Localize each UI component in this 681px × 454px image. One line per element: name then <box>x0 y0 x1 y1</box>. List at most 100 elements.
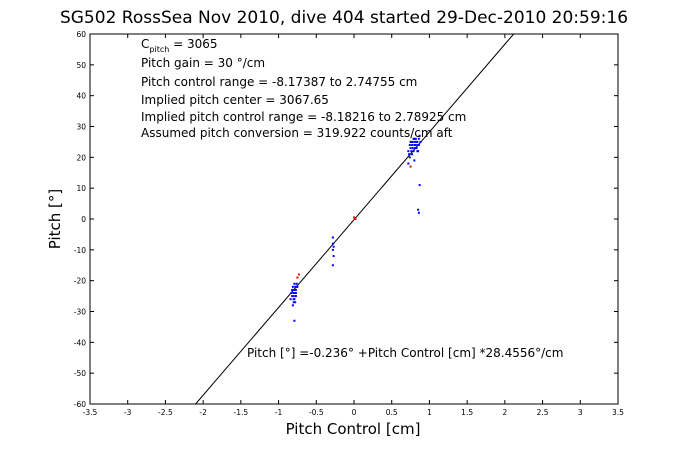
data-point <box>295 282 298 285</box>
x-tick-label: 1 <box>427 408 432 417</box>
data-point <box>331 242 334 245</box>
data-point <box>414 137 417 140</box>
annotation-block: Cpitch = 3065 Pitch gain = 30 °/cm Pitch… <box>141 37 466 140</box>
annotation-gain: Pitch gain = 30 °/cm <box>141 56 265 70</box>
data-point <box>331 236 334 239</box>
axis-tick-labels: -3.5 -3 -2.5 -2 -1.5 -1 -0.5 0 0.5 1 1.5 2 2.5 3 3.5 -6… <box>74 30 624 417</box>
data-point <box>411 144 414 146</box>
x-tick-label: -3.5 <box>83 408 98 417</box>
data-point <box>353 216 355 219</box>
x-tick-label: -2 <box>199 408 207 417</box>
x-tick-label: -0.5 <box>309 408 324 417</box>
data-point <box>289 298 292 301</box>
data-point <box>331 264 334 267</box>
y-tick-label: -10 <box>74 246 86 255</box>
data-point <box>296 276 299 279</box>
data-point <box>409 140 412 143</box>
axis-ticks <box>89 33 619 405</box>
data-point <box>414 144 417 146</box>
data-point <box>407 150 410 153</box>
data-point <box>354 218 357 220</box>
data-point <box>292 298 295 301</box>
annotation-range: Pitch control range = -8.17387 to 2.7475… <box>141 75 417 89</box>
annotation-center: Implied pitch center = 3067.65 <box>141 93 329 107</box>
data-point <box>293 292 296 294</box>
y-tick-label: -50 <box>74 369 86 378</box>
x-tick-label: 3 <box>578 408 583 417</box>
data-point <box>415 147 418 150</box>
y-tick-label: -30 <box>74 308 86 317</box>
data-point <box>410 150 413 153</box>
x-tick-label: -2.5 <box>158 408 173 417</box>
y-tick-label: -20 <box>74 277 86 286</box>
y-tick-label: 50 <box>76 61 86 70</box>
data-point <box>411 147 414 150</box>
data-point <box>418 184 421 187</box>
data-point <box>413 144 416 146</box>
fit-equation: Pitch [°] =-0.236° +Pitch Control [cm] *… <box>247 346 563 360</box>
data-point <box>414 140 417 143</box>
x-tick-label: 1.5 <box>461 408 473 417</box>
data-point <box>411 153 414 156</box>
data-point <box>331 248 334 251</box>
data-point <box>408 144 411 146</box>
data-point <box>332 245 335 248</box>
annotation-conversion: Assumed pitch conversion = 319.922 count… <box>141 126 453 140</box>
data-point <box>409 165 412 168</box>
x-tick-label: 0.5 <box>386 408 398 417</box>
data-point <box>413 159 416 162</box>
data-point <box>419 140 422 143</box>
data-point <box>294 285 297 288</box>
data-point <box>417 150 420 153</box>
x-tick-label: 3.5 <box>612 408 624 417</box>
y-tick-label: 10 <box>76 184 86 193</box>
data-point <box>412 137 415 140</box>
data-point <box>417 144 420 146</box>
data-point <box>409 147 412 150</box>
annotation-c-pitch-sub: pitch <box>149 45 169 54</box>
data-point <box>408 153 411 156</box>
data-point <box>290 292 293 294</box>
data-point <box>292 288 295 291</box>
data-point <box>417 137 420 140</box>
x-axis-label: Pitch Control [cm] <box>286 420 421 438</box>
data-point <box>294 288 297 291</box>
data-point <box>332 255 335 257</box>
x-tick-label: 0 <box>352 408 357 417</box>
data-point <box>296 285 299 288</box>
chart-title: SG502 RossSea Nov 2010, dive 404 started… <box>60 8 628 28</box>
data-point <box>415 140 418 143</box>
data-point <box>407 162 410 165</box>
x-tick-label: -1 <box>275 408 283 417</box>
data-point <box>297 273 300 276</box>
annotation-implied-range: Implied pitch control range = -8.18216 t… <box>141 110 466 124</box>
x-tick-label: -1.5 <box>234 408 249 417</box>
data-points <box>289 134 422 322</box>
y-tick-label: 20 <box>76 153 86 162</box>
data-point <box>291 285 294 288</box>
data-point <box>414 147 417 150</box>
data-point <box>294 292 297 294</box>
annotation-c-pitch: Cpitch = 3065 <box>141 37 218 54</box>
y-axis-label: Pitch [°] <box>46 189 64 250</box>
data-point <box>291 304 294 307</box>
data-point <box>417 208 420 211</box>
x-tick-label: 2.5 <box>537 408 549 417</box>
data-point <box>408 156 411 159</box>
y-tick-label: -60 <box>74 400 86 409</box>
data-point <box>411 140 414 143</box>
annotation-c-pitch-main: C <box>141 37 149 51</box>
y-tick-label: 60 <box>76 30 86 39</box>
data-point <box>412 150 415 153</box>
data-point <box>291 295 294 298</box>
y-tick-label: 40 <box>76 92 86 101</box>
data-point <box>417 211 420 214</box>
data-point <box>293 282 296 285</box>
data-point <box>291 288 294 291</box>
x-tick-label: 2 <box>502 408 507 417</box>
data-point <box>293 319 296 322</box>
y-tick-label: 30 <box>76 123 86 132</box>
annotation-c-pitch-value: = 3065 <box>169 37 217 51</box>
y-tick-label: -40 <box>74 338 86 347</box>
